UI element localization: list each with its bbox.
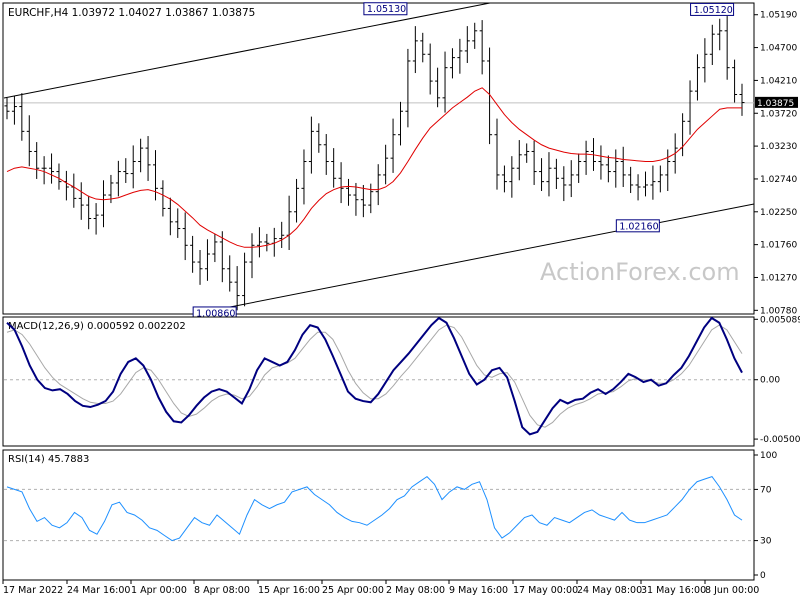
level-annotation-label: 1.05130 — [367, 4, 406, 15]
price-axis: 1.05190 1.04700 1.04210 1.03720 1.03230 1.027… — [754, 11, 797, 316]
macd-tick-label: 0.005089 — [760, 315, 800, 325]
time-tick-label: 24 Mar 16:00 — [67, 585, 130, 596]
upper-channel-line — [3, 2, 491, 99]
rsi-tick-label: 70 — [760, 485, 772, 495]
time-tick-label: 25 Apr 00:00 — [322, 585, 384, 596]
rsi-tick-label: 0 — [760, 571, 766, 581]
price-panel: EURCHF,H4 1.03972 1.04027 1.03867 1.0387… — [2, 2, 798, 320]
time-tick-label: 17 Mar 2022 — [3, 585, 63, 596]
macd-label: MACD(12,26,9) 0.000592 0.002202 — [8, 321, 186, 332]
time-axis: 17 Mar 2022 24 Mar 16:00 1 Apr 00:00 8 Apr … — [2, 580, 759, 596]
price-tick-label: 1.04210 — [760, 76, 797, 86]
time-tick-label: 1 Apr 00:00 — [131, 585, 187, 596]
time-tick-label: 2 May 08:00 — [386, 585, 445, 596]
macd-main-line — [6, 316, 743, 436]
price-tick-label: 1.02740 — [760, 175, 797, 185]
price-tick-label: 1.02250 — [760, 208, 797, 218]
macd-panel: MACD(12,26,9) 0.000592 0.002202 0.005089… — [2, 315, 800, 447]
macd-axis: 0.005089 0.00 -0.005002 — [754, 315, 800, 445]
level-annotation-label: 1.02160 — [619, 221, 658, 232]
candles — [4, 16, 745, 311]
level-annotation-label: 1.05120 — [694, 5, 733, 16]
time-tick-label: 31 May 16:00 — [641, 585, 706, 596]
rsi-label: RSI(14) 45.7883 — [8, 454, 89, 465]
time-tick-label: 8 Jun 00:00 — [705, 585, 759, 596]
price-tick-label: 1.03720 — [760, 109, 797, 119]
level-annotation-box — [363, 2, 408, 16]
price-tick-label: 1.01270 — [760, 273, 797, 283]
time-tick-label: 24 May 08:00 — [577, 585, 642, 596]
lower-channel-line — [224, 203, 755, 309]
price-tick-label: 1.01760 — [760, 241, 797, 251]
price-tick-label: 1.00780 — [760, 306, 797, 316]
time-tick-label: 9 May 16:00 — [449, 585, 508, 596]
rsi-tick-label: 30 — [760, 537, 772, 547]
macd-tick-label: -0.005002 — [760, 435, 800, 445]
price-tick-label: 1.03230 — [760, 142, 797, 152]
watermark: ActionForex.com — [540, 258, 740, 286]
price-panel-label: EURCHF,H4 1.03972 1.04027 1.03867 1.0387… — [8, 7, 255, 19]
svg-text:1.03875: 1.03875 — [757, 99, 794, 109]
rsi-levels — [4, 488, 754, 542]
level-annotation-box — [615, 219, 660, 233]
time-tick-label: 15 Apr 16:00 — [258, 585, 320, 596]
rsi-panel: RSI(14) 45.7883 100 70 30 0 — [2, 449, 777, 581]
macd-tick-label: 0.00 — [760, 376, 780, 386]
moving-average-line — [6, 87, 742, 248]
rsi-line — [6, 475, 743, 542]
current-price-badge: 1.03875 — [755, 96, 798, 109]
price-tick-label: 1.05190 — [760, 11, 797, 21]
rsi-axis: 100 70 30 0 — [754, 451, 777, 581]
rsi-tick-label: 100 — [760, 451, 777, 461]
price-tick-label: 1.04700 — [760, 44, 797, 54]
time-tick-label: 8 Apr 08:00 — [194, 585, 250, 596]
level-annotation-box — [690, 2, 735, 16]
time-tick-label: 17 May 00:00 — [513, 585, 578, 596]
level-annotation-label: 1.00860 — [196, 308, 235, 319]
